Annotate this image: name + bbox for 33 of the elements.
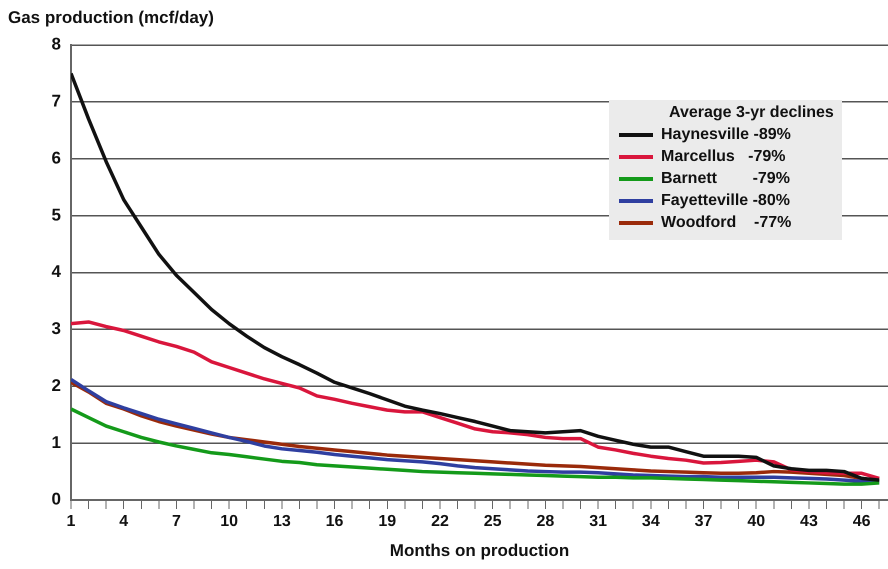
x-tick-label: 43: [800, 513, 818, 530]
y-tick-label: 2: [52, 376, 61, 395]
x-tick-label: 28: [536, 513, 554, 530]
legend-label: Marcellus -79%: [661, 148, 786, 166]
x-tick-label: 7: [172, 513, 181, 530]
x-tick-label: 34: [642, 513, 660, 530]
y-tick-label: 7: [52, 92, 61, 111]
x-tick-label: 19: [378, 513, 396, 530]
legend-label: Fayetteville -80%: [661, 192, 790, 210]
x-tick-label: 13: [272, 513, 291, 530]
x-axis-title: Months on production: [388, 541, 570, 561]
y-tick-label: 0: [52, 490, 61, 509]
x-tick-label: 22: [431, 513, 449, 530]
y-tick-label: 5: [52, 205, 61, 224]
y-axis-title: Gas production (mcf/day): [8, 8, 214, 28]
x-tick-label: 46: [852, 513, 871, 530]
x-tick-label: 40: [747, 513, 766, 530]
y-tick-label: 1: [52, 432, 61, 452]
legend-label: Woodford -77%: [661, 214, 792, 232]
x-tick-label: 25: [484, 513, 502, 530]
y-tick-label: 3: [52, 319, 61, 338]
legend-title: Average 3-yr declines: [668, 104, 834, 122]
y-tick-label: 4: [52, 262, 62, 282]
x-tick-label: 16: [326, 513, 344, 530]
legend-label: Haynesville -89%: [661, 126, 791, 144]
x-tick-label: 1: [66, 513, 76, 530]
x-tick-label: 31: [589, 513, 608, 530]
x-tick-label: 10: [220, 513, 238, 530]
x-tick-label: 37: [694, 513, 713, 530]
y-tick-label: 6: [52, 148, 61, 168]
y-tick-label: 8: [52, 34, 61, 54]
legend-label: Barnett -79%: [661, 170, 790, 188]
x-tick-label: 4: [119, 513, 128, 530]
